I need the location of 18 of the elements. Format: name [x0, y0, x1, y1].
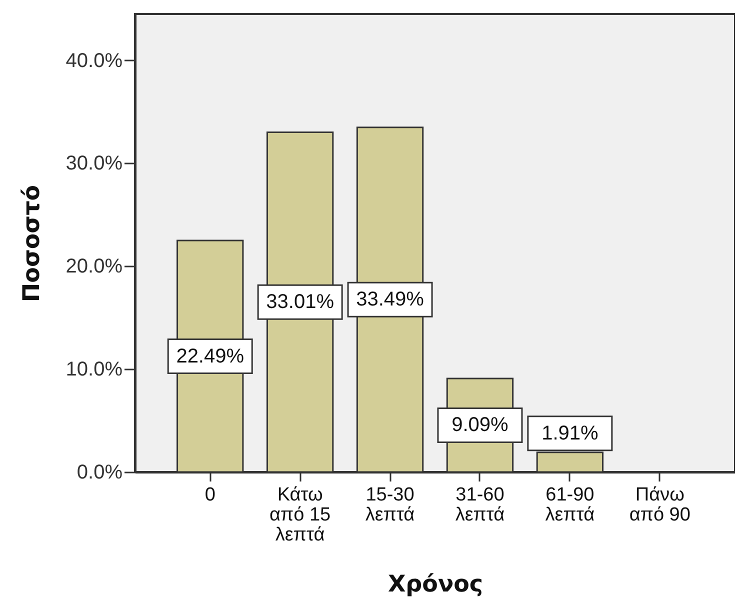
x-tick-label: Πάνω από 90 [629, 484, 690, 526]
x-tick-label: 15-30 λεπτά [365, 484, 415, 526]
data-label: 22.49% [176, 345, 244, 368]
x-tick-label: Κάτω από 15 λεπτά [270, 484, 331, 546]
data-label: 9.09% [452, 414, 509, 436]
y-tick-label: 20.0% [66, 256, 123, 278]
data-label: 1.91% [542, 422, 598, 444]
x-tick-label: 61-90 λεπτά [545, 484, 595, 526]
y-tick-label: 30.0% [66, 152, 123, 175]
data-label: 33.01% [266, 291, 334, 314]
x-tick-label: 0 [204, 484, 216, 506]
y-tick-label: 0.0% [76, 462, 123, 484]
y-tick-label: 40.0% [66, 50, 123, 72]
x-axis-title: Χρόνος [388, 572, 484, 598]
data-label: 33.49% [356, 288, 424, 311]
x-tick-label: 31-60 λεπτά [455, 484, 505, 526]
y-axis-title: Ποσοστό [18, 184, 45, 302]
y-tick-label: 10.0% [66, 358, 123, 381]
